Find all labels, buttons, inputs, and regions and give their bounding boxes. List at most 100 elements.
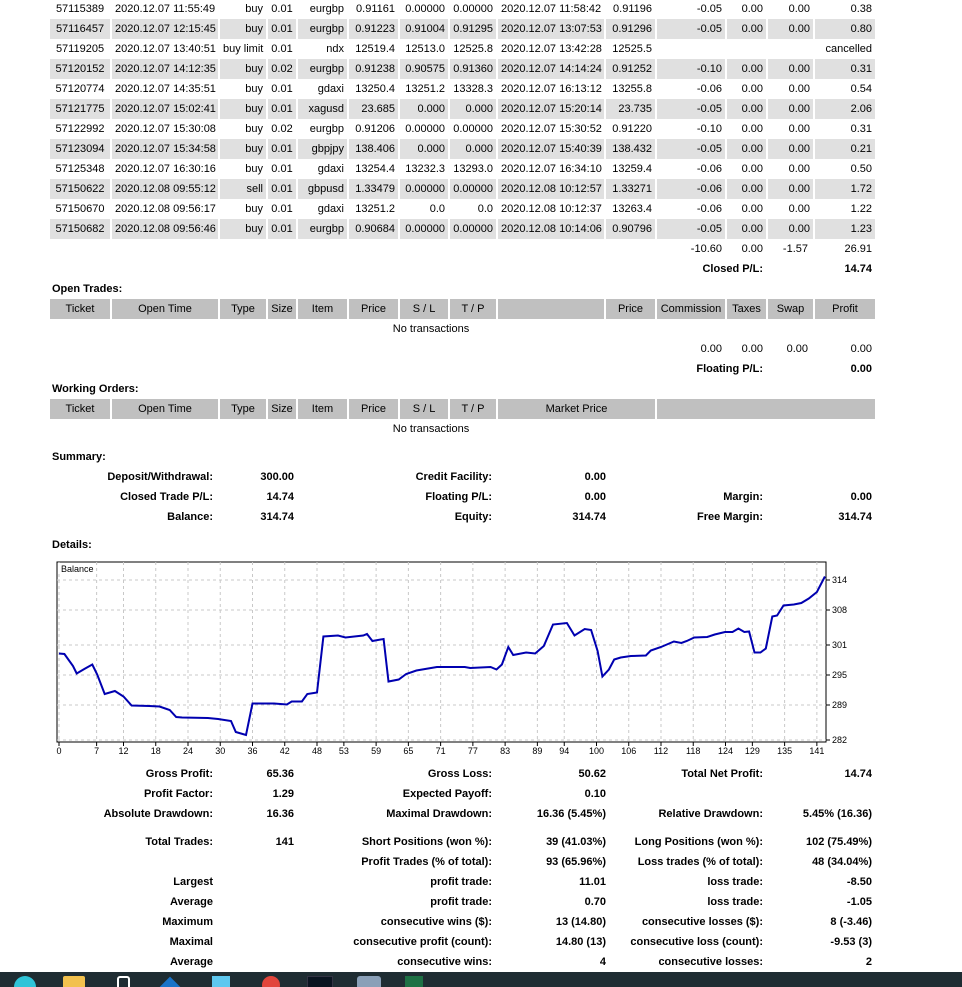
trade-row: 57116457 2020.12.07 12:15:45 buy 0.01 eurgbp… xyxy=(50,19,875,39)
x-tick-label: 36 xyxy=(247,746,257,756)
cell-taxes: 0.00 xyxy=(727,59,766,79)
cell-commission: -0.10 xyxy=(657,59,725,79)
stat-label: Maximal xyxy=(169,936,213,948)
trade-row: 57150682 2020.12.08 09:56:46 buy 0.01 eurgbp… xyxy=(50,219,875,239)
file-explorer-icon[interactable] xyxy=(63,976,85,987)
x-tick-label: 118 xyxy=(686,746,700,756)
cell-size: 0.01 xyxy=(271,83,293,95)
working-orders-empty: No transactions xyxy=(392,423,470,435)
cell-type: buy xyxy=(220,19,266,39)
metatrader-icon[interactable] xyxy=(357,976,381,987)
stat-value: 141 xyxy=(275,836,294,848)
cell-close-time: 2020.12.07 13:07:53 xyxy=(498,19,604,39)
stat-value: 93 (65.96%) xyxy=(546,856,606,868)
stat-value: 14.80 (13) xyxy=(555,936,606,948)
cell-profit: 0.50 xyxy=(850,163,872,175)
column-header: Type xyxy=(220,399,266,419)
cell-profit: 1.22 xyxy=(850,203,872,215)
cell-size: 0.01 xyxy=(271,203,293,215)
stat-value: 11.01 xyxy=(579,876,606,888)
x-tick-label: 42 xyxy=(280,746,290,756)
cell-close-time: 2020.12.07 14:14:24 xyxy=(498,59,604,79)
open-swap-total: 0.00 xyxy=(786,343,808,355)
cell-tp: 0.0 xyxy=(477,203,493,215)
stat-label: consecutive profit (count): xyxy=(353,936,492,948)
cell-item: eurgbp xyxy=(309,3,344,15)
cell-commission: -0.05 xyxy=(696,3,722,15)
excel-icon[interactable] xyxy=(405,976,423,987)
column-header: Commission xyxy=(657,299,725,319)
cell-item: eurgbp xyxy=(309,123,344,135)
cell-ticket: 57150622 xyxy=(50,179,110,199)
closed-trades-table: 57115389 2020.12.07 11:55:49 buy 0.01 eurgbp… xyxy=(48,0,877,239)
cell-size: 0.01 xyxy=(268,219,296,239)
cell-close-price: 0.91252 xyxy=(606,59,655,79)
trade-row: 57125348 2020.12.07 16:30:16 buy 0.01 gdaxi 1… xyxy=(50,159,875,179)
cell-open-time: 2020.12.08 09:56:46 xyxy=(112,219,218,239)
cell-close-price: 13255.8 xyxy=(612,83,652,95)
cell-close-price: 13259.4 xyxy=(612,163,652,175)
edge-icon[interactable] xyxy=(14,976,36,987)
cell-open-time: 2020.12.07 14:35:51 xyxy=(115,83,216,95)
closed-profit-total: 26.91 xyxy=(844,243,872,255)
stat-label: consecutive losses: xyxy=(658,956,763,968)
window-app-icon[interactable] xyxy=(212,976,230,987)
stat-value: 4 xyxy=(599,956,606,968)
cell-price: 1.33479 xyxy=(349,179,398,199)
cell-sl: 13251.2 xyxy=(405,83,445,95)
x-tick-label: 59 xyxy=(371,746,381,756)
closed-pl-label: Closed P/L: xyxy=(702,263,763,275)
column-header: Price xyxy=(349,399,398,419)
x-tick-label: 53 xyxy=(339,746,349,756)
stat-value: 0.00 xyxy=(850,491,872,503)
cell-profit: 0.38 xyxy=(850,3,872,15)
stat-value: 0.00 xyxy=(584,471,606,483)
stat-value: 14.74 xyxy=(844,768,872,780)
trade-row: 57123094 2020.12.07 15:34:58 buy 0.01 gbpjpy… xyxy=(50,139,875,159)
phone-icon[interactable] xyxy=(117,976,130,987)
cell-swap: 0.00 xyxy=(768,179,813,199)
cell-close-price: 23.735 xyxy=(606,99,655,119)
cell-close-price: 0.90796 xyxy=(606,219,655,239)
trade-row: 57120152 2020.12.07 14:12:35 buy 0.02 eurgbp… xyxy=(50,59,875,79)
cell-ticket: 57120152 xyxy=(50,59,110,79)
column-header: T / P xyxy=(450,299,496,319)
cell-tp: 0.00000 xyxy=(450,219,496,239)
cell-ticket: 57125348 xyxy=(55,163,105,175)
stat-label: Long Positions (won %): xyxy=(634,836,763,848)
stat-label: Profit Factor: xyxy=(143,788,213,800)
terminal-app-icon[interactable] xyxy=(307,976,333,987)
stat-label: Loss trades (% of total): xyxy=(637,856,763,868)
cell-open-time: 2020.12.07 13:40:51 xyxy=(115,43,216,55)
column-header: Swap xyxy=(768,299,813,319)
cell-item: gdaxi xyxy=(317,203,344,215)
stat-value: 48 (34.04%) xyxy=(812,856,872,868)
stat-value: 8 (-3.46) xyxy=(830,916,872,928)
stat-label: Deposit/Withdrawal: xyxy=(107,471,213,483)
cell-tp: 13293.0 xyxy=(453,163,493,175)
stat-label: Floating P/L: xyxy=(425,491,492,503)
stat-label: Closed Trade P/L: xyxy=(120,491,213,503)
cell-open-time: 2020.12.07 15:34:58 xyxy=(112,139,218,159)
chrome-icon[interactable] xyxy=(262,976,280,987)
dropbox-icon[interactable] xyxy=(158,976,182,987)
stat-label: Short Positions (won %): xyxy=(361,836,492,848)
column-header: Profit xyxy=(815,299,875,319)
cell-profit: 0.31 xyxy=(815,59,875,79)
cell-ticket: 57119205 xyxy=(55,43,105,55)
cell-type: buy xyxy=(245,3,263,15)
cell-type: buy xyxy=(245,83,263,95)
stat-label: Profit Trades (% of total): xyxy=(361,856,492,868)
stat-label: Margin: xyxy=(723,491,763,503)
stat-label: Credit Facility: xyxy=(415,471,492,483)
stat-label: consecutive wins: xyxy=(397,956,492,968)
cell-ticket: 57116457 xyxy=(50,19,110,39)
x-tick-label: 94 xyxy=(559,746,569,756)
x-tick-label: 48 xyxy=(312,746,322,756)
details-title: Details: xyxy=(52,539,92,551)
column-header: Price xyxy=(349,299,398,319)
x-tick-label: 141 xyxy=(809,746,824,756)
cell-open-time: 2020.12.07 16:30:16 xyxy=(115,163,216,175)
cell-sl: 0.000 xyxy=(400,99,448,119)
open-taxes-total: 0.00 xyxy=(741,343,763,355)
